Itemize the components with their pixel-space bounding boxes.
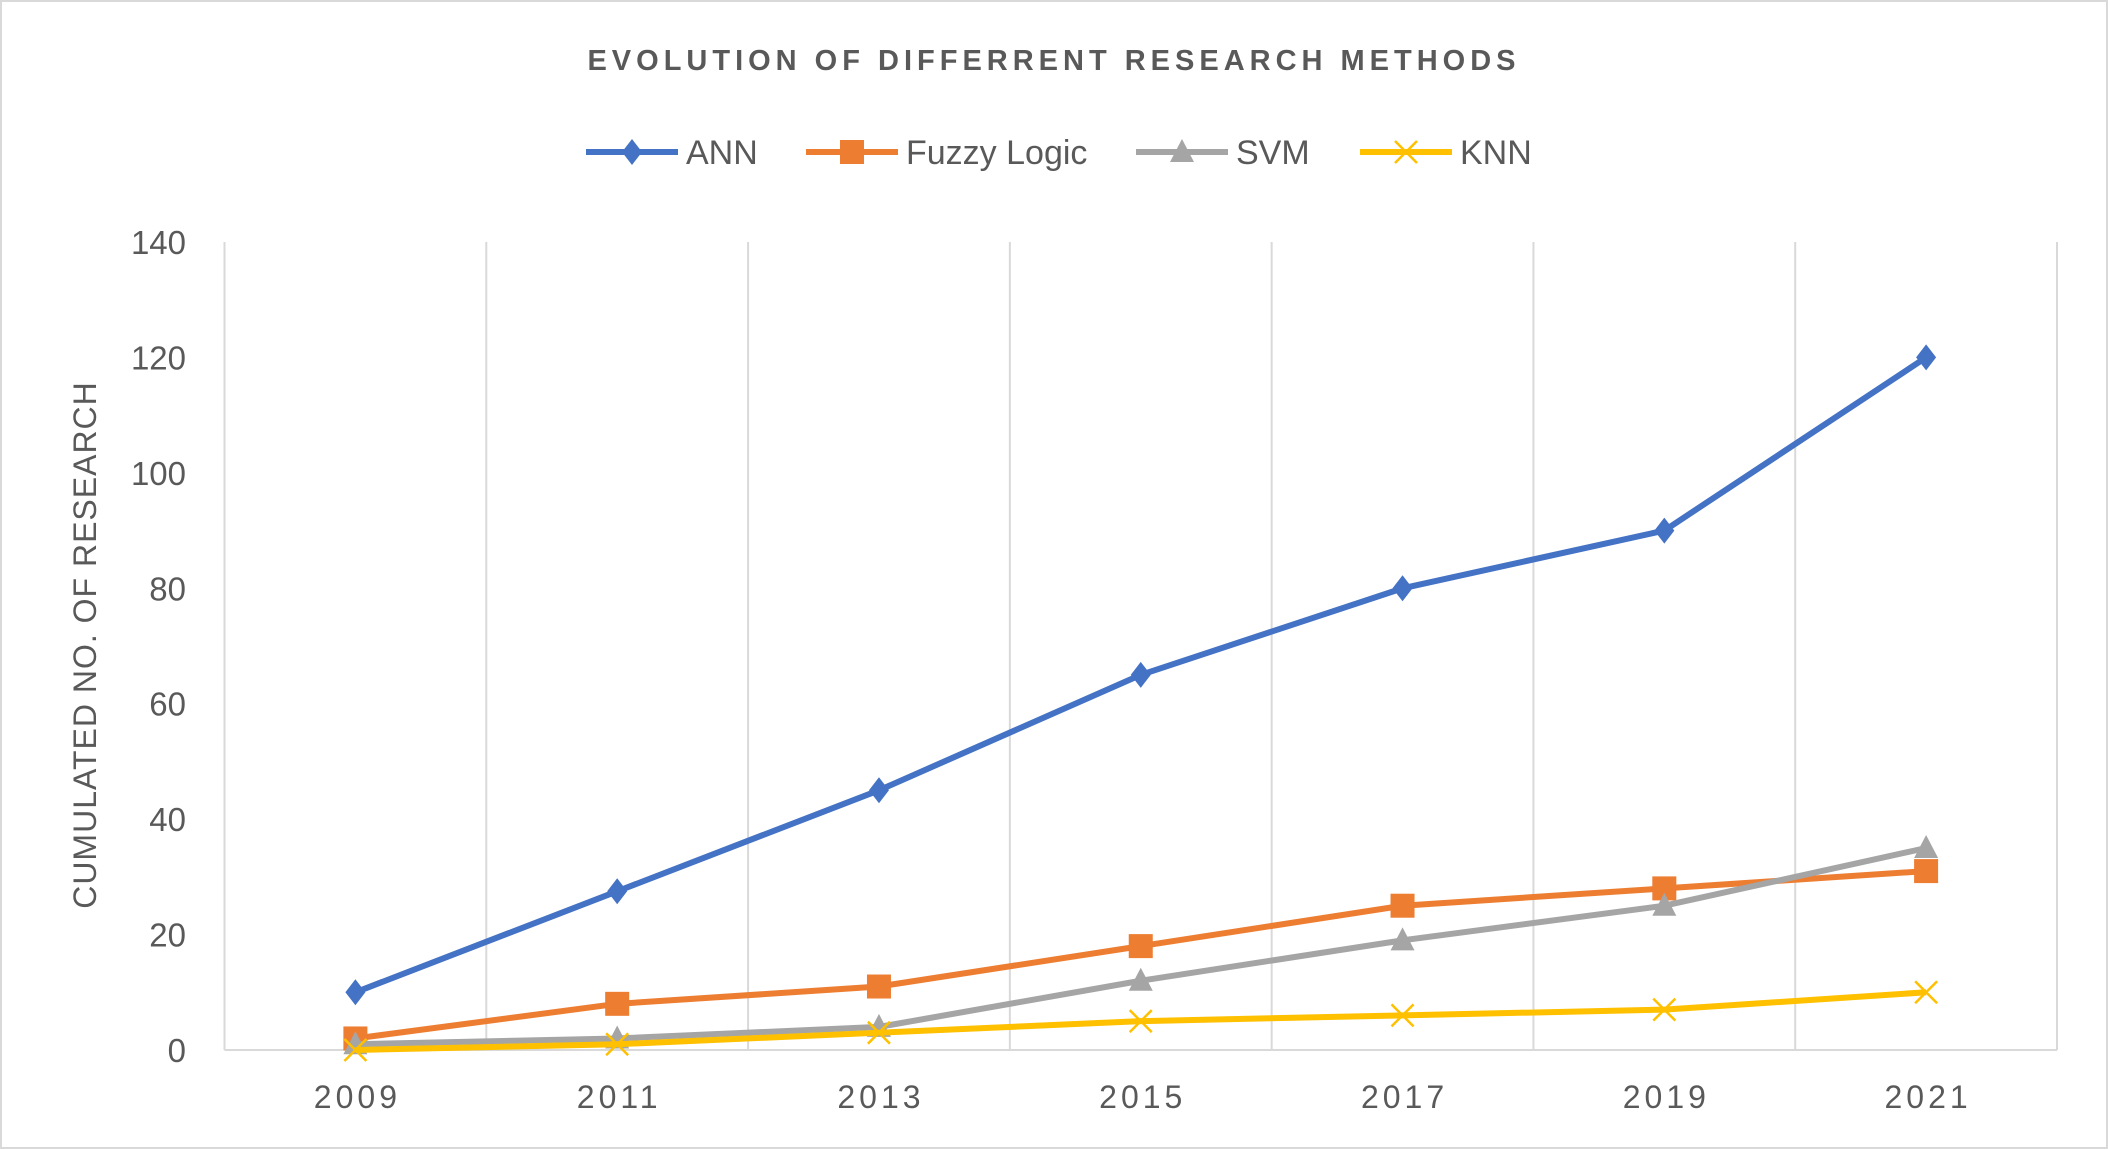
series-fuzzy-logic bbox=[343, 859, 1939, 1051]
x-tick-label: 2009 bbox=[314, 1079, 401, 1115]
y-tick-label: 20 bbox=[149, 917, 186, 954]
y-tick-label: 100 bbox=[131, 455, 186, 492]
svm-legend-marker-icon bbox=[1170, 139, 1194, 162]
fuzzy-logic-point bbox=[1914, 859, 1939, 884]
series-knn bbox=[343, 980, 1938, 1062]
x-tick-label: 2011 bbox=[577, 1079, 662, 1115]
ann-point bbox=[345, 979, 366, 1006]
x-tick-label: 2019 bbox=[1623, 1079, 1710, 1115]
legend-label: SVM bbox=[1236, 134, 1310, 172]
chart-title: EVOLUTION OF DIFFERRENT RESEARCH METHODS bbox=[587, 45, 1520, 77]
series-ann bbox=[345, 344, 1937, 1006]
ann-point bbox=[868, 777, 889, 804]
ann-point bbox=[1916, 344, 1937, 371]
legend-label: ANN bbox=[686, 134, 758, 172]
legend: ANN Fuzzy Logic SVM KNN bbox=[586, 134, 1532, 172]
svm-point bbox=[1914, 835, 1939, 858]
x-tick-label: 2017 bbox=[1361, 1079, 1448, 1115]
ann-point bbox=[1392, 575, 1413, 602]
legend-item-fuzzy-logic: Fuzzy Logic bbox=[806, 134, 1087, 172]
svm-point bbox=[1128, 967, 1153, 991]
y-tick-label: 60 bbox=[149, 686, 186, 723]
legend-label: KNN bbox=[1460, 134, 1532, 172]
x-tick-label: 2021 bbox=[1885, 1079, 1972, 1115]
knn-point bbox=[343, 1038, 368, 1062]
knn-point bbox=[1128, 1009, 1153, 1034]
y-tick-label: 140 bbox=[131, 224, 186, 261]
x-tick-label: 2013 bbox=[837, 1079, 924, 1115]
knn-point bbox=[1914, 980, 1938, 1005]
knn-point bbox=[867, 1020, 891, 1045]
x-tick-label: 2015 bbox=[1099, 1079, 1186, 1115]
legend-label: Fuzzy Logic bbox=[906, 134, 1087, 172]
fuzzy-logic-legend-marker-icon bbox=[840, 140, 864, 164]
y-tick-label: 120 bbox=[131, 339, 186, 376]
y-tick-label: 40 bbox=[149, 801, 186, 838]
svm-point bbox=[1652, 892, 1677, 916]
ann-point bbox=[1654, 517, 1675, 544]
knn-point bbox=[1390, 1003, 1415, 1028]
legend-item-knn: KNN bbox=[1360, 134, 1532, 172]
knn-point bbox=[605, 1032, 630, 1057]
series-group bbox=[343, 344, 1939, 1062]
knn-point bbox=[1652, 997, 1677, 1022]
svm-point bbox=[1390, 927, 1415, 951]
legend-item-ann: ANN bbox=[586, 134, 758, 172]
y-tick-label: 0 bbox=[168, 1032, 186, 1069]
fuzzy-logic-point bbox=[605, 991, 630, 1016]
knn-legend-marker-icon bbox=[1394, 140, 1418, 164]
ann-point bbox=[607, 878, 628, 905]
ann-point bbox=[1130, 661, 1151, 688]
legend-item-svm: SVM bbox=[1136, 134, 1310, 172]
fuzzy-logic-point bbox=[1390, 893, 1415, 918]
gridlines bbox=[223, 242, 2058, 1051]
x-tick-labels: 2009 2011 2013 2015 2017 2019 2021 bbox=[314, 1079, 1972, 1115]
y-axis-label: CUMULATED NO. OF RESEARCH bbox=[67, 381, 103, 909]
y-tick-label: 80 bbox=[149, 570, 186, 607]
fuzzy-logic-point bbox=[866, 974, 891, 999]
fuzzy-logic-point bbox=[1128, 934, 1153, 959]
ann-legend-marker-icon bbox=[622, 139, 642, 165]
y-tick-labels: 0 20 40 60 80 100 120 140 bbox=[131, 224, 186, 1069]
